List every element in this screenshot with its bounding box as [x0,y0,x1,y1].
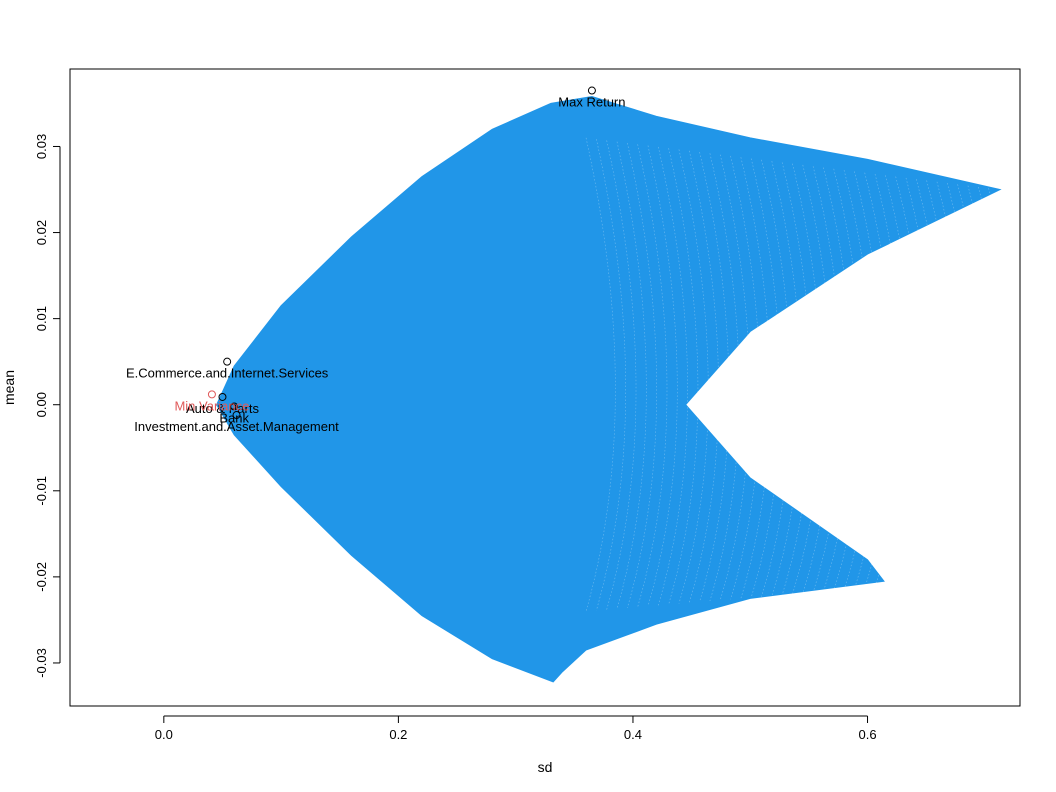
y-axis: -0.03 -0.02 -0.01 0.00 0.01 0.02 0.03 [34,134,61,678]
asset-point [218,392,227,401]
asset-point-label: Max Return [558,95,625,110]
y-tick-label: 0.01 [34,306,49,331]
feasible-region [216,95,1002,683]
plot-frame [69,68,1021,707]
asset-point [230,402,239,411]
y-tick-label: 0.03 [34,134,49,159]
x-tick-label: 0.0 [155,727,173,742]
y-axis-label: mean [1,370,17,405]
x-axis-label: sd [538,759,553,775]
x-tick-label: 0.6 [858,727,876,742]
frontier-curves [585,137,1019,612]
y-tick-label: -0.03 [34,648,49,678]
asset-point [587,86,596,95]
feasible-portfolio-cloud [216,95,1019,683]
x-axis: 0.0 0.2 0.4 0.6 [155,715,877,742]
asset-points: Max Return E.Commerce.and.Internet.Servic… [126,86,626,434]
y-tick-label: 0.02 [34,220,49,245]
y-tick-label: -0.01 [34,476,49,506]
asset-point-label: Investment.and.Asset.Management [134,419,339,434]
y-tick-label: 0.00 [34,392,49,417]
asset-point [223,357,232,366]
asset-point-label: Min Variance [174,398,249,413]
asset-point [207,390,216,399]
y-tick-label: -0.02 [34,562,49,592]
asset-point-label: E.Commerce.and.Internet.Services [126,366,329,381]
asset-point-label: Auto & Parts [186,401,259,416]
x-tick-label: 0.4 [624,727,642,742]
x-tick-label: 0.2 [389,727,407,742]
asset-point [232,411,241,420]
